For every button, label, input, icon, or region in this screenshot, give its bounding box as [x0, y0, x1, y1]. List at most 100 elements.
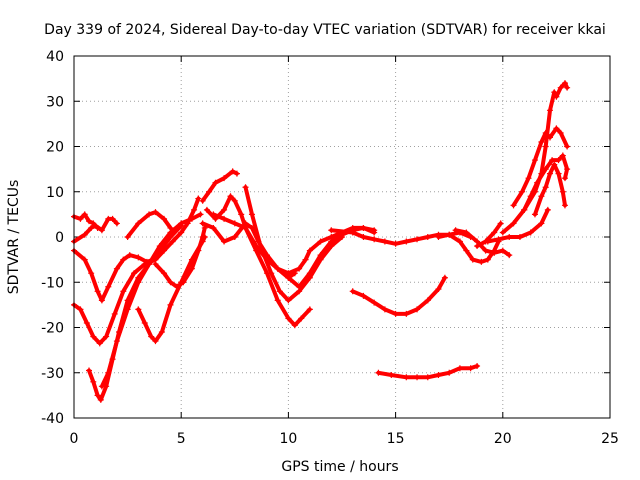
data-point	[146, 261, 153, 268]
data-point	[135, 254, 142, 261]
data-point	[92, 222, 99, 229]
data-point	[499, 229, 506, 236]
data-point	[544, 206, 551, 213]
data-point	[538, 220, 545, 227]
y-tick-label: 10	[46, 185, 64, 201]
data-point	[360, 224, 367, 231]
data-point	[231, 197, 238, 204]
data-point	[478, 258, 485, 265]
data-point	[474, 362, 481, 369]
series-4	[71, 195, 202, 347]
data-point	[456, 365, 463, 372]
data-point	[452, 227, 459, 234]
x-tick-label: 5	[177, 431, 186, 447]
data-point	[81, 256, 88, 263]
data-point	[495, 236, 502, 243]
data-point	[120, 288, 127, 295]
series-13	[210, 211, 313, 329]
data-point	[414, 306, 421, 313]
data-point	[469, 256, 476, 263]
data-point	[161, 215, 168, 222]
data-point	[94, 392, 101, 399]
data-point	[199, 197, 206, 204]
data-point	[557, 84, 564, 91]
data-point	[403, 310, 410, 317]
data-point	[203, 206, 210, 213]
data-point	[328, 238, 335, 245]
data-point	[195, 247, 202, 254]
data-point	[229, 168, 236, 175]
data-point	[463, 247, 470, 254]
data-point	[497, 220, 504, 227]
series-trace	[125, 210, 173, 239]
data-point	[238, 211, 245, 218]
y-tick-label: 0	[55, 230, 64, 246]
series-25	[521, 152, 571, 213]
data-point	[403, 374, 410, 381]
series-17	[375, 362, 481, 381]
data-point	[86, 218, 93, 225]
y-tick-label: 30	[46, 94, 64, 110]
data-point	[167, 224, 174, 231]
data-point	[167, 301, 174, 308]
data-point	[371, 299, 378, 306]
series-7	[124, 209, 174, 240]
data-point	[113, 220, 120, 227]
series-trace	[204, 194, 377, 276]
data-point	[521, 206, 528, 213]
series-trace	[136, 235, 207, 344]
data-point	[169, 238, 176, 245]
data-point	[227, 193, 234, 200]
data-point	[221, 206, 228, 213]
data-point	[199, 220, 206, 227]
data-point	[274, 265, 281, 272]
data-point	[559, 152, 566, 159]
data-point	[527, 229, 534, 236]
data-point	[109, 215, 116, 222]
data-point	[546, 107, 553, 114]
data-point	[482, 247, 489, 254]
data-point	[463, 229, 470, 236]
series-5	[86, 211, 204, 403]
data-point	[105, 369, 112, 376]
data-point	[210, 224, 217, 231]
data-point	[285, 297, 292, 304]
data-point	[86, 367, 93, 374]
data-point	[564, 143, 571, 150]
data-point	[381, 306, 388, 313]
data-point	[474, 243, 481, 250]
data-point	[81, 211, 88, 218]
data-point	[88, 224, 95, 231]
data-point	[126, 252, 133, 259]
series-trace	[350, 275, 447, 316]
y-tick-label: -10	[41, 275, 64, 291]
data-point	[77, 306, 84, 313]
data-point	[424, 297, 431, 304]
data-point	[564, 84, 571, 91]
x-tick-label: 15	[387, 431, 405, 447]
data-point	[188, 265, 195, 272]
data-point	[317, 252, 324, 259]
data-point	[306, 306, 313, 313]
series-22	[484, 206, 551, 245]
y-tick-label: -30	[41, 366, 64, 382]
data-point	[435, 286, 442, 293]
data-point	[559, 188, 566, 195]
data-point	[178, 229, 185, 236]
data-point	[268, 270, 275, 277]
data-point	[360, 292, 367, 299]
data-point	[298, 315, 305, 322]
data-point	[274, 297, 281, 304]
data-point	[231, 234, 238, 240]
data-point	[88, 270, 95, 277]
data-point	[221, 215, 228, 222]
y-axis-label: SDTVAR / TECUs	[6, 180, 22, 295]
plot-frame	[73, 55, 611, 419]
data-point	[199, 234, 206, 240]
data-point	[553, 93, 560, 100]
data-point	[131, 270, 138, 277]
data-point	[456, 238, 463, 245]
data-point	[499, 247, 506, 254]
data-point	[546, 134, 553, 141]
data-point	[77, 215, 84, 222]
